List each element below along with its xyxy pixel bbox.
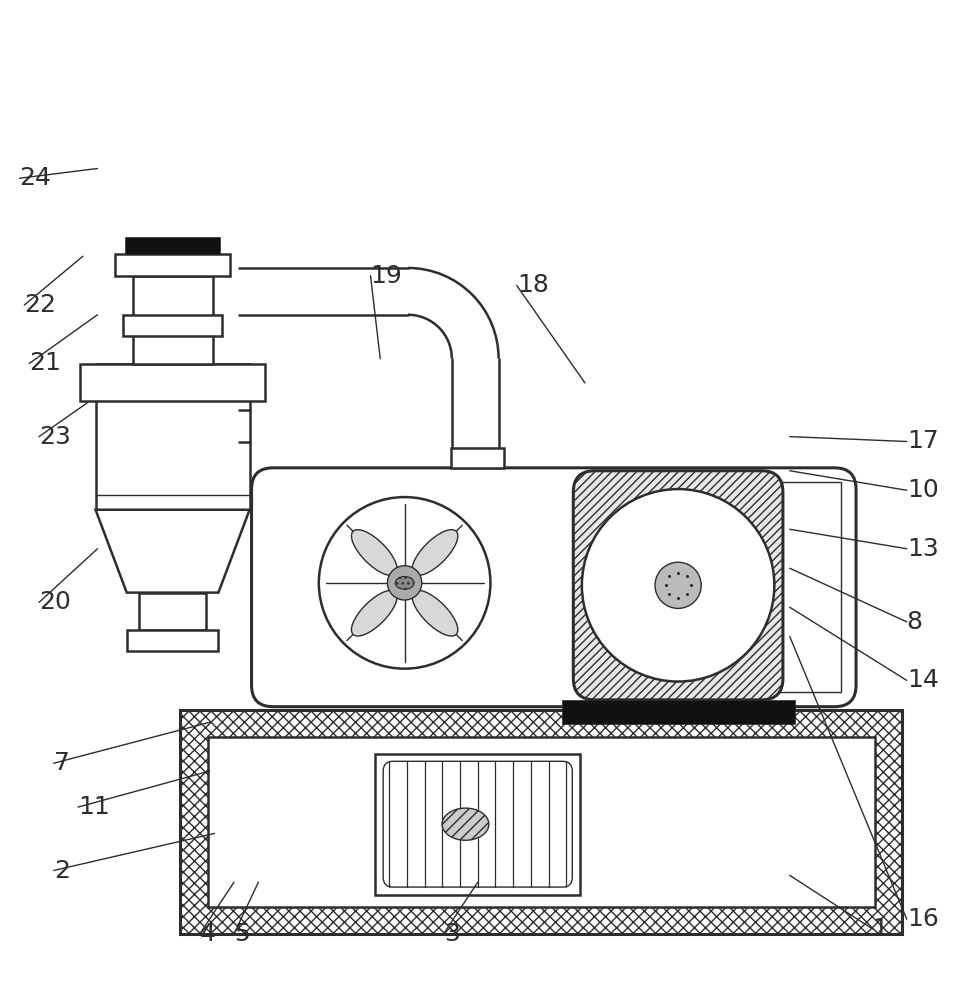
Ellipse shape: [351, 590, 397, 636]
Polygon shape: [96, 510, 250, 593]
Bar: [562, 700, 795, 724]
Circle shape: [319, 497, 490, 669]
Ellipse shape: [442, 808, 488, 840]
Bar: [180, 710, 902, 934]
Text: 23: 23: [39, 425, 71, 449]
Text: 20: 20: [39, 590, 71, 614]
Circle shape: [582, 489, 774, 682]
Text: 21: 21: [29, 352, 61, 375]
Bar: [685, 482, 841, 692]
Text: 13: 13: [907, 537, 939, 561]
FancyBboxPatch shape: [252, 468, 856, 707]
Text: 14: 14: [907, 668, 939, 692]
Text: 18: 18: [517, 273, 549, 298]
Ellipse shape: [412, 590, 458, 636]
Bar: [123, 315, 222, 336]
Bar: [208, 737, 875, 907]
Text: 24: 24: [20, 166, 52, 190]
FancyBboxPatch shape: [573, 471, 783, 700]
Ellipse shape: [351, 530, 397, 575]
Bar: [138, 593, 207, 630]
Ellipse shape: [395, 576, 414, 589]
Text: 8: 8: [907, 610, 922, 634]
Text: 11: 11: [78, 795, 110, 819]
Bar: [450, 448, 504, 468]
Text: 2: 2: [54, 858, 69, 883]
Text: 5: 5: [234, 922, 250, 946]
Bar: [80, 363, 265, 401]
Text: 4: 4: [200, 922, 215, 946]
Text: 22: 22: [24, 293, 57, 317]
Circle shape: [655, 562, 701, 608]
Bar: [115, 254, 230, 276]
Bar: [125, 237, 220, 254]
Text: 16: 16: [907, 907, 939, 931]
Circle shape: [387, 566, 422, 600]
Text: 19: 19: [370, 264, 403, 288]
Text: 1: 1: [873, 917, 888, 941]
Ellipse shape: [412, 530, 458, 575]
Bar: [96, 363, 250, 510]
Text: 3: 3: [444, 922, 459, 946]
Bar: [133, 276, 213, 363]
Bar: [375, 754, 580, 895]
Bar: [127, 630, 218, 651]
Text: 7: 7: [54, 751, 69, 775]
Text: 10: 10: [907, 478, 939, 502]
Text: 17: 17: [907, 430, 939, 454]
